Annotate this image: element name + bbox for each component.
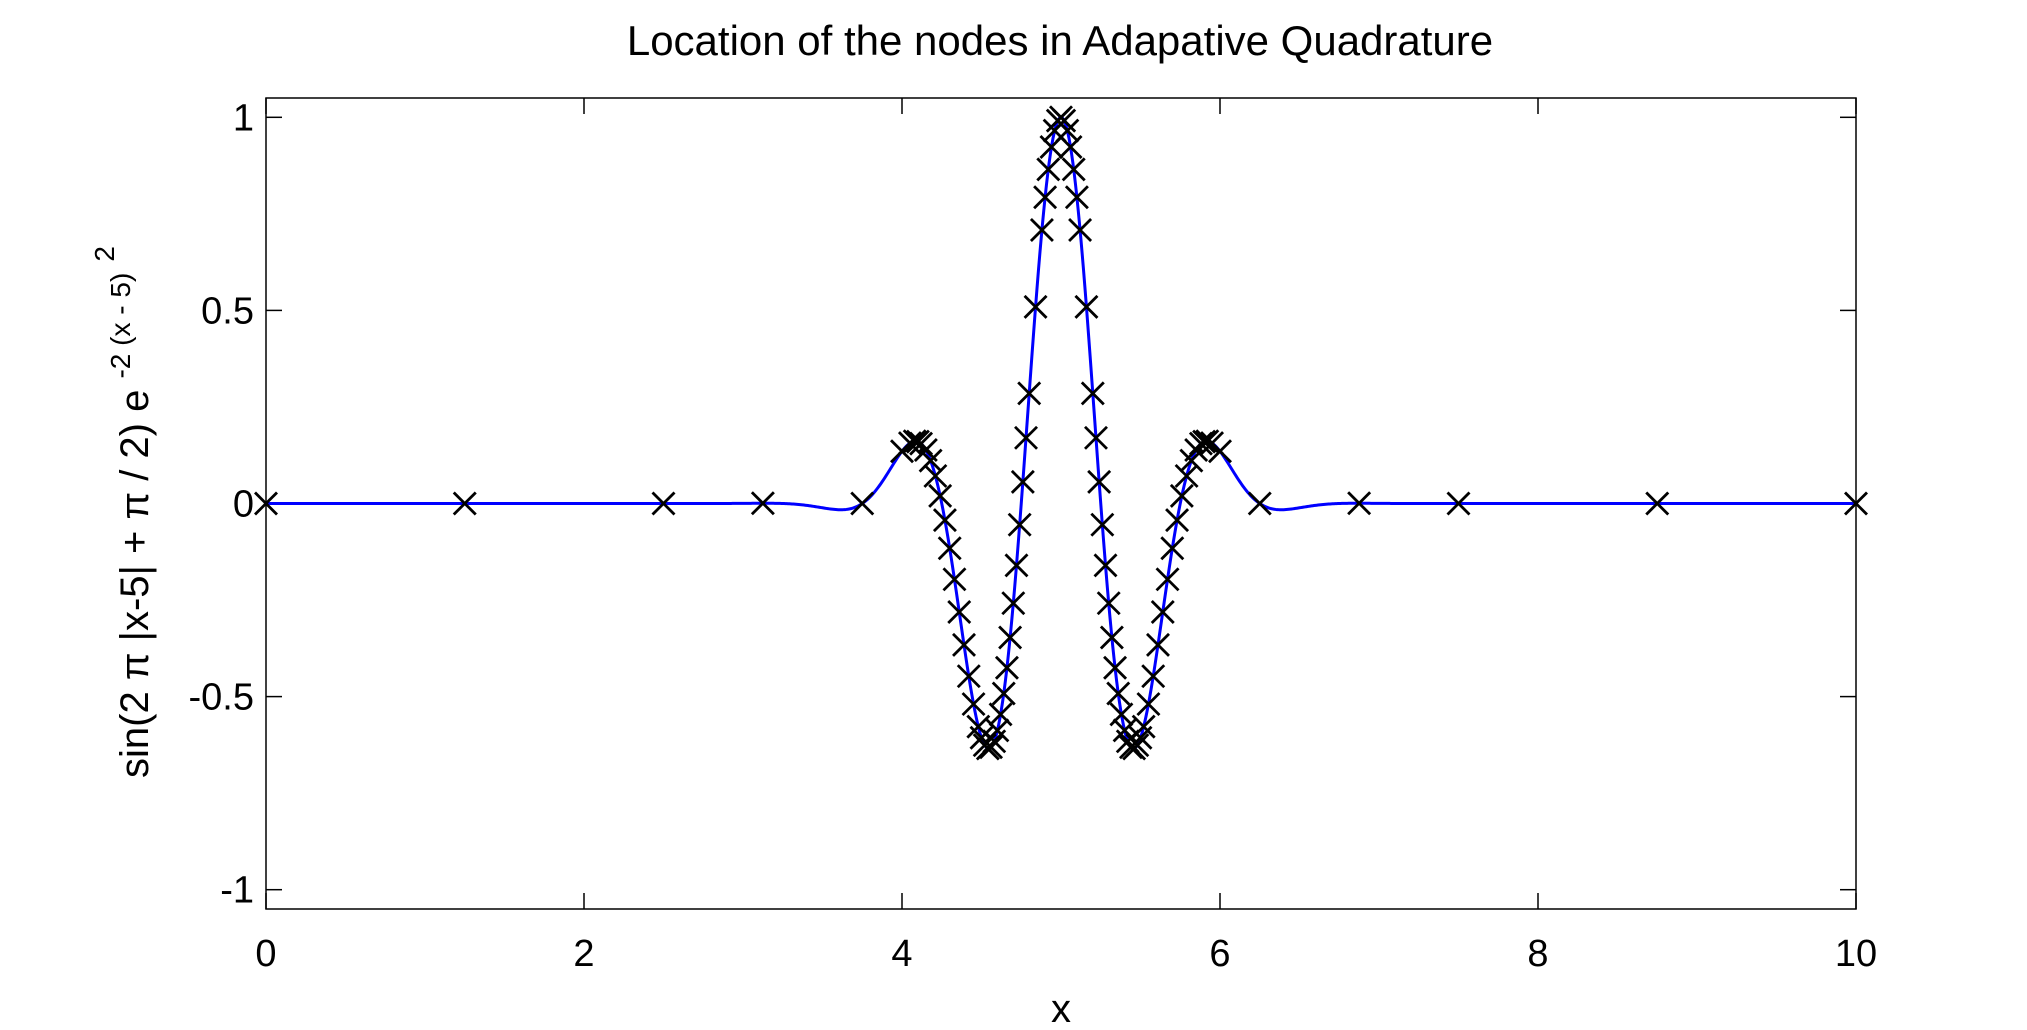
node-marker — [932, 508, 957, 533]
node-marker — [1155, 567, 1180, 592]
y-axis-label-exponent: -2 (x - 5) — [105, 273, 136, 379]
node-marker — [928, 483, 953, 508]
node-marker — [651, 491, 676, 516]
node-marker — [1080, 381, 1105, 406]
node-marker — [1141, 664, 1166, 689]
node-marker — [942, 567, 967, 592]
node-marker — [952, 632, 976, 657]
node-marker — [1446, 491, 1471, 516]
y-tick-label: 0.5 — [201, 290, 254, 332]
node-marker — [1093, 553, 1118, 578]
y-axis-label-text: sin(2 π |x-5| + π / 2) e -2 (x - 5) 2 — [89, 246, 157, 778]
node-marker — [1645, 491, 1670, 516]
node-marker — [947, 600, 972, 624]
y-tick-label: 0 — [233, 484, 254, 526]
node-marker — [956, 664, 981, 689]
node-marker — [961, 692, 986, 717]
node-marker — [1064, 185, 1089, 210]
node-marker — [1106, 681, 1131, 706]
y-axis-label-base: sin(2 π |x-5| + π / 2) e — [113, 390, 157, 778]
node-marker — [1103, 655, 1128, 680]
x-tick-label: 8 — [1527, 933, 1548, 975]
node-marker — [1058, 135, 1083, 159]
node-marker — [850, 491, 875, 516]
node-marker — [1208, 439, 1232, 464]
node-marker — [1174, 463, 1199, 488]
node-marker — [1068, 217, 1093, 242]
node-marker — [1165, 508, 1190, 533]
chart-title: Location of the nodes in Adapative Quadr… — [627, 17, 1493, 64]
node-marker — [1125, 733, 1150, 758]
node-marker — [1014, 425, 1039, 450]
node-marker — [1004, 553, 1029, 578]
node-marker — [1036, 157, 1061, 182]
x-axis-label: x — [1051, 987, 1071, 1030]
node-marker — [1090, 512, 1115, 537]
node-marker — [994, 655, 1019, 680]
node-marker — [1099, 625, 1124, 650]
node-marker — [1023, 294, 1048, 319]
y-axis-label: sin(2 π |x-5| + π / 2) e -2 (x - 5) 2 — [89, 246, 157, 778]
x-tick-label: 0 — [255, 933, 276, 975]
node-marker — [1192, 429, 1217, 454]
node-marker — [1160, 536, 1185, 561]
node-marker — [1007, 512, 1032, 537]
node-marker — [1347, 491, 1372, 516]
node-marker — [1010, 469, 1035, 494]
node-marker — [1083, 425, 1108, 450]
node-marker — [1096, 591, 1121, 616]
node-marker — [988, 702, 1013, 727]
x-axis-ticks: 0 2 4 6 8 10 — [255, 98, 1877, 975]
node-marker — [1169, 483, 1194, 508]
node-marker — [1074, 294, 1099, 319]
node-marker — [1001, 591, 1026, 616]
node-marker — [918, 448, 943, 473]
node-marker — [750, 491, 775, 516]
node-marker — [897, 431, 922, 456]
node-marker — [998, 625, 1023, 650]
node-marker — [1844, 491, 1868, 516]
y-tick-label: 1 — [233, 97, 254, 139]
node-marker — [1131, 714, 1156, 739]
node-marker — [937, 536, 962, 561]
plot-series — [254, 105, 1868, 761]
node-marker — [923, 463, 948, 488]
y-tick-label: -1 — [220, 870, 254, 912]
node-marker — [254, 491, 278, 516]
x-tick-label: 10 — [1835, 933, 1877, 975]
node-marker — [991, 681, 1016, 706]
x-tick-label: 2 — [573, 933, 594, 975]
node-marker — [452, 491, 477, 516]
x-tick-label: 4 — [891, 933, 912, 975]
node-marker — [1146, 632, 1170, 657]
y-tick-label: -0.5 — [189, 677, 254, 719]
node-marker — [1136, 692, 1161, 717]
node-marker — [1195, 429, 1220, 454]
node-marker — [1150, 600, 1175, 624]
x-tick-label: 6 — [1209, 933, 1230, 975]
y-axis-label-exponent-power: 2 — [89, 246, 120, 262]
node-marker — [902, 429, 927, 454]
node-marker — [1061, 157, 1086, 182]
y-axis-ticks: -1 -0.5 0 0.5 1 — [189, 97, 1856, 912]
node-marker — [1017, 381, 1042, 406]
node-marker — [979, 735, 1004, 760]
node-marker — [1087, 469, 1112, 494]
node-marker — [1033, 185, 1058, 210]
node-marker — [1247, 491, 1272, 516]
node-marker — [1029, 217, 1054, 242]
